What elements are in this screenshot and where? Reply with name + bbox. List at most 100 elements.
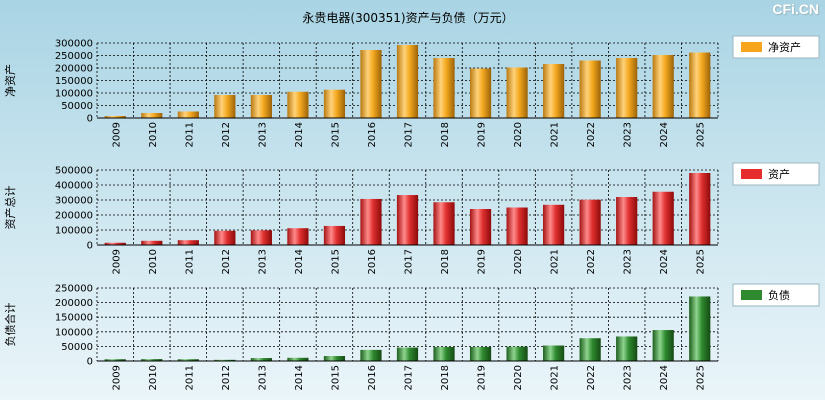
bar-2012: [214, 230, 236, 245]
x-tick-label: 2016: [367, 365, 378, 390]
y-tick-label: 250000: [55, 284, 93, 295]
bar-2014: [287, 228, 309, 245]
bar-2012: [214, 359, 236, 361]
chart-panels: 0 50000 100000 150000 200000 250000 300000 2009…: [3, 35, 820, 390]
bar-2009: [104, 359, 126, 361]
x-tick-label: 2022: [586, 365, 597, 390]
x-tick-label: 2010: [148, 122, 159, 147]
x-tick-label: 2016: [367, 122, 378, 147]
x-tick-label: 2019: [477, 249, 488, 274]
x-tick-label: 2025: [696, 365, 707, 390]
x-tick-label: 2011: [184, 365, 195, 390]
bar-2017: [396, 347, 419, 361]
orange-swatch-icon: [741, 42, 762, 52]
bar-2013: [250, 230, 272, 245]
bar-2021: [543, 204, 565, 245]
x-tick-label: 2013: [257, 122, 268, 147]
bar-2020: [506, 346, 528, 361]
y-tick-label: 0: [87, 357, 93, 368]
y-tick-label: 300000: [55, 39, 93, 50]
x-tick-label: 2009: [111, 122, 122, 147]
y-tick-label: 100000: [55, 226, 93, 237]
y-tick-label: 50000: [61, 101, 93, 112]
y-tick-label: 400000: [55, 181, 93, 192]
bar-2018: [433, 346, 455, 361]
bar-2011: [177, 240, 199, 245]
x-tick-label: 2013: [257, 249, 268, 274]
y-axis-title: 资产总计: [3, 186, 17, 230]
bar-2009: [104, 242, 126, 245]
bar-2017: [396, 195, 419, 245]
x-tick-label: 2019: [477, 122, 488, 147]
bar-2009: [104, 116, 126, 118]
x-tick-label: 2021: [550, 365, 561, 390]
bar-2025: [689, 173, 711, 245]
bar-2024: [652, 191, 674, 245]
bar-2016: [360, 349, 382, 361]
bar-2011: [177, 359, 199, 361]
y-tick-label: 300000: [55, 196, 93, 207]
x-tick-label: 2022: [586, 122, 597, 147]
y-tick-label: 50000: [61, 342, 93, 353]
bar-2022: [579, 199, 601, 245]
x-tick-label: 2015: [330, 249, 341, 274]
y-tick-label: 500000: [55, 166, 93, 177]
bar-2014: [287, 91, 309, 118]
x-tick-label: 2020: [513, 249, 524, 274]
bar-2015: [323, 89, 346, 118]
red-swatch-icon: [741, 169, 762, 179]
y-axis-title: 负债合计: [3, 303, 17, 347]
x-tick-label: 2014: [294, 365, 305, 390]
legend: 净资产: [732, 35, 820, 59]
legend-label: 净资产: [768, 40, 801, 54]
bar-2013: [250, 358, 272, 361]
bar-2023: [616, 336, 638, 361]
bar-2020: [506, 67, 528, 118]
bar-2017: [396, 45, 419, 118]
chart-title: 永贵电器(300351)资产与负债（万元）: [302, 11, 513, 25]
y-tick-label: 0: [87, 114, 93, 125]
bar-2014: [287, 357, 309, 361]
bar-2023: [616, 197, 638, 245]
x-tick-label: 2018: [440, 122, 451, 147]
bar-2018: [433, 58, 455, 118]
x-tick-label: 2012: [221, 365, 232, 390]
x-tick-label: 2024: [659, 249, 670, 274]
legend-label: 负债: [768, 288, 790, 302]
y-tick-label: 200000: [55, 211, 93, 222]
x-tick-label: 2012: [221, 122, 232, 147]
bar-2019: [469, 209, 492, 245]
y-tick-label: 150000: [55, 76, 93, 87]
bar-2025: [689, 52, 711, 118]
x-tick-label: 2017: [404, 365, 415, 390]
bar-2018: [433, 202, 455, 245]
bar-2023: [616, 58, 638, 118]
x-tick-label: 2010: [148, 249, 159, 274]
bar-2021: [543, 345, 565, 361]
bar-2010: [141, 359, 163, 361]
bar-2024: [652, 55, 674, 118]
bar-2011: [177, 111, 199, 118]
x-tick-label: 2009: [111, 249, 122, 274]
x-tick-label: 2021: [550, 249, 561, 274]
bar-2010: [141, 240, 163, 245]
legend: 资产: [732, 162, 820, 186]
x-tick-label: 2011: [184, 249, 195, 274]
bar-2015: [323, 356, 346, 361]
chart-panel-3: 0 50000 100000 150000 200000 250000 2009 2010 20…: [3, 283, 820, 390]
legend: 负债: [732, 283, 820, 307]
x-tick-label: 2021: [550, 122, 561, 147]
x-tick-label: 2023: [623, 365, 634, 390]
y-tick-label: 100000: [55, 327, 93, 338]
y-axis-title: 净资产: [3, 64, 17, 97]
x-tick-label: 2014: [294, 122, 305, 147]
x-tick-label: 2015: [330, 122, 341, 147]
x-tick-label: 2020: [513, 365, 524, 390]
x-tick-label: 2020: [513, 122, 524, 147]
chart-panel-2: 0 100000 200000 300000 400000 500000 2009 2010 2…: [3, 162, 820, 274]
legend-box: [732, 162, 820, 186]
x-tick-label: 2013: [257, 365, 268, 390]
x-tick-label: 2025: [696, 249, 707, 274]
